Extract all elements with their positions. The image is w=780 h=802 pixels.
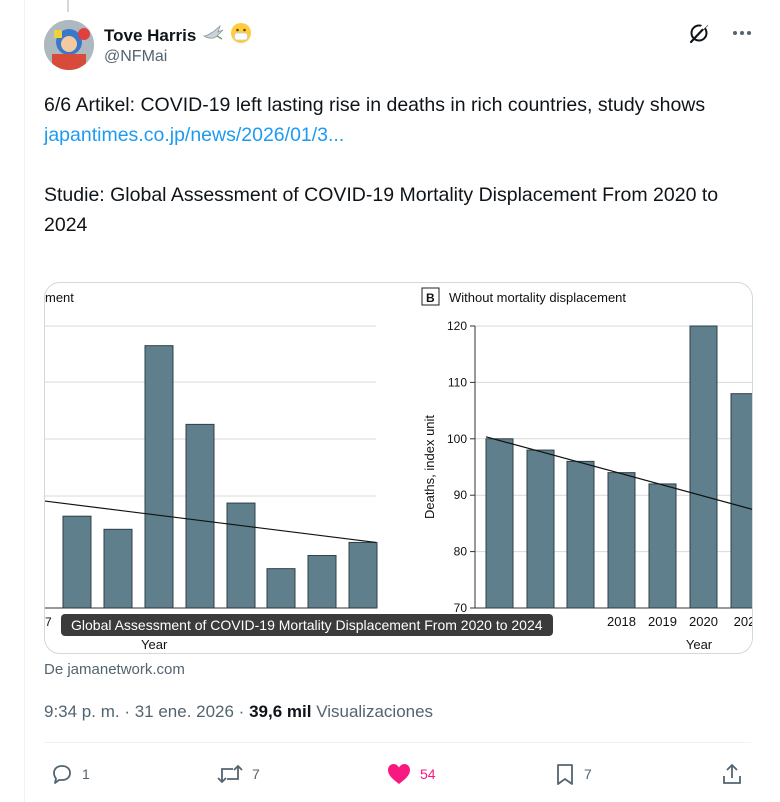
chart-b-tick-label: 202 — [734, 614, 752, 629]
tweet-meta: 9:34 p. m. · 31 ene. 2026 · 39,6 mil Vis… — [44, 702, 433, 722]
chart-b-bar — [566, 460, 595, 609]
chart-b-ylabel: Deaths, index unit — [422, 415, 437, 519]
chart-b-bar — [730, 393, 752, 609]
chart-b-bar — [485, 438, 514, 609]
chart-a-xlabel: Year — [141, 637, 168, 652]
reply-count: 1 — [82, 766, 90, 782]
repost-count: 7 — [252, 766, 260, 782]
reply-icon — [53, 765, 71, 784]
bookmark-icon — [557, 764, 573, 785]
tweet-text-line1: 6/6 Artikel: COVID-19 left lasting rise … — [44, 94, 706, 116]
chart-a-tick-label: 7 — [45, 615, 52, 629]
timestamp[interactable]: 9:34 p. m. · 31 ene. 2026 · — [44, 702, 250, 721]
chart-b-tick-label: 80 — [454, 545, 468, 559]
dove-icon — [202, 24, 224, 47]
chart-a-bar — [144, 345, 174, 609]
author-handle[interactable]: @NFMai — [104, 48, 168, 65]
chart-b-bar — [526, 449, 555, 609]
chart-a-title: ment — [45, 290, 74, 305]
article-link[interactable]: japantimes.co.jp/news/2026/01/3... — [44, 124, 345, 146]
chart-b-tick-label: 2018 — [607, 614, 636, 629]
action-bar: 1 7 54 7 — [50, 762, 750, 794]
chart-a-bar — [103, 528, 133, 609]
more-options-icon[interactable] — [732, 23, 752, 48]
timeline-border-left — [24, 0, 25, 802]
mask-face-icon — [230, 22, 252, 49]
grok-icon[interactable] — [688, 21, 710, 49]
chart-a-bar — [348, 541, 378, 609]
chart-b-tick-label: 90 — [454, 488, 468, 502]
repost-button[interactable]: 7 — [216, 762, 260, 786]
card-caption: Global Assessment of COVID-19 Mortality … — [61, 614, 553, 636]
share-icon — [723, 763, 741, 784]
chart-b-tick-label: 100 — [447, 432, 467, 446]
chart-b-bar — [648, 483, 677, 609]
link-source[interactable]: De jamanetwork.com — [44, 661, 185, 678]
avatar-image — [44, 20, 94, 70]
bookmark-count: 7 — [584, 766, 592, 782]
repost-icon — [217, 764, 243, 784]
chart-b-tick-label: 70 — [454, 601, 468, 615]
chart-a-bar — [185, 423, 215, 609]
chart-b-trendline — [485, 436, 752, 510]
chart-b-xlabel: Year — [686, 637, 713, 652]
chart-image: ment 7 Year B Without mortality displacement… — [45, 287, 752, 652]
tweet-text-line2: Studie: Global Assessment of COVID-19 Mo… — [44, 184, 719, 236]
media-card[interactable]: ment 7 Year B Without mortality displacement… — [44, 282, 753, 654]
thread-connector — [67, 0, 69, 12]
chart-b-tick-label: 2019 — [648, 614, 677, 629]
chart-a-bar — [266, 568, 296, 609]
heart-icon — [388, 764, 410, 784]
like-count: 54 — [420, 766, 436, 782]
chart-b-panel-box — [421, 287, 440, 306]
divider — [44, 742, 751, 743]
chart-a-bar — [62, 515, 92, 609]
avatar[interactable] — [44, 20, 94, 70]
chart-b-tick-label: 120 — [447, 319, 467, 333]
author-name[interactable]: Tove Harris — [104, 25, 197, 45]
bookmark-button[interactable]: 7 — [554, 762, 592, 786]
chart-b-tick-label: 2020 — [689, 614, 718, 629]
views-count: 39,6 mil — [249, 702, 312, 721]
share-button[interactable] — [720, 762, 744, 786]
chart-a-bar — [226, 502, 256, 609]
views-label: Visualizaciones — [316, 702, 434, 721]
like-button[interactable]: 54 — [386, 762, 436, 786]
chart-a-trendline — [45, 500, 377, 544]
chart-b-bar — [607, 472, 636, 609]
chart-b-bar — [689, 325, 718, 609]
tweet-text: 6/6 Artikel: COVID-19 left lasting rise … — [44, 90, 754, 240]
reply-button[interactable]: 1 — [50, 762, 90, 786]
chart-b-tick-label: 110 — [448, 375, 467, 389]
chart-b-panel-label: B — [426, 291, 435, 305]
chart-a-bar — [307, 555, 337, 609]
chart-b-title: Without mortality displacement — [449, 290, 626, 305]
